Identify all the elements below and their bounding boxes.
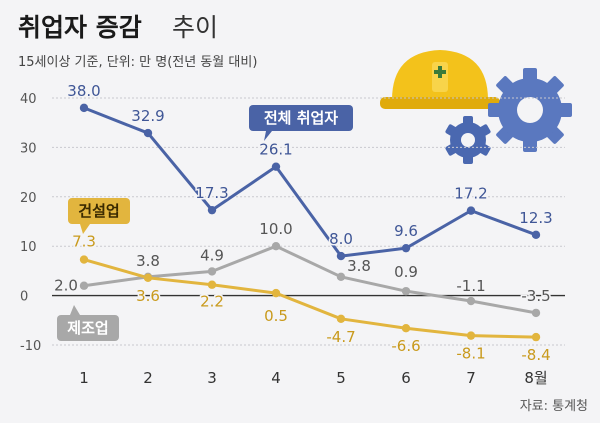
x-tick-label: 4 <box>271 369 281 387</box>
data-label: 4.9 <box>200 246 224 264</box>
data-point <box>79 255 89 264</box>
data-point <box>143 128 153 138</box>
data-label: 7.3 <box>72 233 96 251</box>
hard-hat-icon <box>380 50 500 109</box>
data-label: 12.3 <box>519 209 552 227</box>
source-note: 자료: 통계청 <box>520 399 588 414</box>
data-label: 9.6 <box>394 222 418 240</box>
legend-label: 건설업 <box>78 202 119 220</box>
x-tick-label: 5 <box>336 369 346 387</box>
chart-title-bold: 취업자 증감 <box>18 13 142 42</box>
data-label: 10.0 <box>259 220 292 238</box>
data-point <box>271 162 281 171</box>
data-label: -8.1 <box>456 345 485 363</box>
data-label: 32.9 <box>131 107 164 125</box>
gear-icon-large <box>488 68 572 152</box>
data-point <box>79 281 89 290</box>
y-tick-label: 10 <box>20 240 37 255</box>
x-tick-label: 7 <box>466 369 476 387</box>
legend-label: 전체 취업자 <box>264 109 338 127</box>
data-point <box>207 205 217 215</box>
data-label: 3.6 <box>136 287 160 305</box>
data-label: 0.5 <box>264 307 288 325</box>
data-label: -8.4 <box>521 346 550 364</box>
data-point <box>531 308 541 318</box>
data-label: -1.1 <box>456 277 485 295</box>
legend-tail <box>264 131 272 141</box>
chart-subtitle: 15세이상 기준, 단위: 만 명(전년 동월 대비) <box>18 55 257 70</box>
data-point <box>466 331 476 340</box>
legend-tail <box>80 224 90 234</box>
data-label: 0.9 <box>394 263 418 281</box>
y-tick-label: 20 <box>20 191 37 206</box>
x-tick-label: 8월 <box>524 369 547 387</box>
data-label: 26.1 <box>259 141 292 159</box>
data-label: 2.0 <box>54 277 78 295</box>
data-point <box>79 103 89 113</box>
data-point <box>336 251 346 261</box>
data-point <box>143 273 153 283</box>
data-label: 38.0 <box>67 82 100 100</box>
data-label: -4.7 <box>326 328 355 346</box>
series-line-2 <box>83 258 537 339</box>
data-point <box>466 296 476 306</box>
legend-box <box>57 315 119 341</box>
gear-icon-small <box>445 116 491 164</box>
x-tick-label: 6 <box>401 369 411 387</box>
y-tick-label: 0 <box>20 290 28 305</box>
data-point <box>207 280 217 289</box>
legend-tail <box>70 305 80 315</box>
data-label: -6.6 <box>391 337 420 355</box>
data-label: 3.8 <box>136 252 160 270</box>
data-point <box>531 332 541 342</box>
data-point <box>271 242 281 251</box>
data-label: 3.8 <box>347 257 371 275</box>
data-point <box>531 230 541 240</box>
data-label: -3.5 <box>521 287 550 305</box>
legend-label: 제조업 <box>67 319 108 337</box>
x-tick-label: 3 <box>207 369 217 387</box>
legend-box <box>68 198 130 224</box>
legend-callout-2: 건설업 <box>68 198 130 234</box>
y-tick-label: -10 <box>20 339 41 354</box>
data-point <box>401 324 411 333</box>
series-line-0 <box>83 106 537 258</box>
data-point <box>336 272 346 282</box>
data-label: 2.2 <box>200 293 224 311</box>
data-label: 8.0 <box>329 230 353 248</box>
data-point <box>466 206 476 215</box>
chart-title-light: 추이 <box>172 13 218 42</box>
data-label: 17.3 <box>195 184 228 202</box>
series-line-1 <box>83 244 537 315</box>
y-tick-label: 30 <box>20 141 37 156</box>
data-point <box>207 267 217 276</box>
x-tick-label: 1 <box>79 369 89 387</box>
data-point <box>401 243 411 253</box>
data-label: 17.2 <box>454 185 487 203</box>
legend-callout-1: 제조업 <box>57 305 119 341</box>
legend-callout-0: 전체 취업자 <box>249 105 353 141</box>
y-tick-label: 40 <box>20 92 37 107</box>
data-point <box>271 288 281 298</box>
x-tick-label: 2 <box>143 369 153 387</box>
legend-box <box>249 105 353 131</box>
data-point <box>336 314 346 324</box>
data-point <box>401 286 411 296</box>
